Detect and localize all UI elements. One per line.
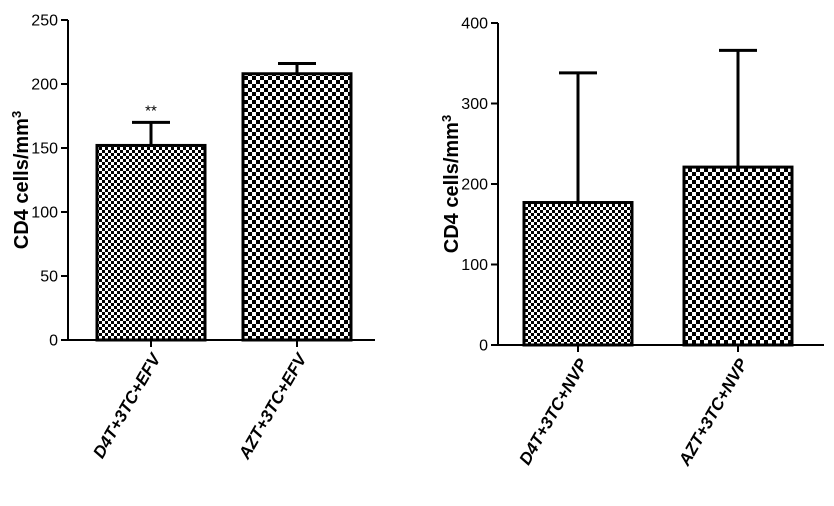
y-axis-title: CD4 cells/mm3 — [439, 115, 464, 253]
x-tick-label-2: AZT+3TC+NVP — [675, 355, 752, 470]
chart-panel-1: ** D4T+3TC+EFV AZT+3TC+EFV 0 50 100 150 200 250 C… — [9, 13, 375, 463]
significance-label: ** — [145, 102, 157, 119]
x-tick-label-1: D4T+3TC+EFV — [89, 349, 165, 461]
y-axis-title-superscript: 3 — [9, 111, 24, 118]
y-tick-label-5: 400 — [461, 16, 488, 33]
bar-1 — [522, 201, 634, 347]
x-tick-label-2: AZT+3TC+EFV — [234, 349, 311, 463]
y-tick-label-3: 100 — [31, 205, 58, 222]
bar-2 — [682, 165, 794, 347]
bar-1 — [95, 143, 207, 342]
y-axis-title: CD4 cells/mm3 — [9, 111, 34, 249]
y-tick-label-2: 50 — [40, 269, 58, 286]
chart-panel-2: D4T+3TC+NVP AZT+3TC+NVP 0 100 200 300 400 CD4 c… — [439, 16, 824, 470]
y-axis-title-text: CD4 cells/mm — [11, 118, 33, 249]
y-tick-label-5: 200 — [31, 77, 58, 94]
y-tick-label-4: 300 — [461, 96, 488, 113]
y-axis-title-superscript: 3 — [439, 115, 454, 122]
y-tick-label-2: 100 — [461, 257, 488, 274]
y-tick-label-1: 0 — [479, 338, 488, 355]
y-tick-label-6: 250 — [31, 13, 58, 30]
bar-2 — [241, 72, 353, 342]
y-tick-label-3: 200 — [461, 177, 488, 194]
y-tick-label-4: 150 — [31, 141, 58, 158]
x-tick-label-1: D4T+3TC+NVP — [515, 355, 591, 468]
y-tick-label-1: 0 — [49, 333, 58, 350]
y-axis-title-text: CD4 cells/mm — [441, 122, 463, 253]
